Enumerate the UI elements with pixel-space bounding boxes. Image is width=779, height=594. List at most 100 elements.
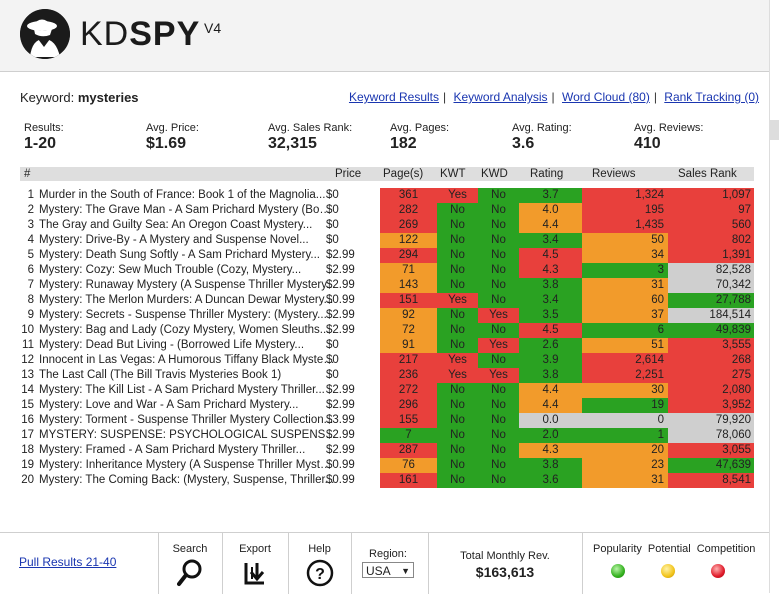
col-rating[interactable]: Rating <box>530 168 564 180</box>
stat-value: $1.69 <box>146 135 187 152</box>
table-row[interactable]: 10 Mystery: Bag and Lady (Cozy Mystery, W… <box>20 323 754 338</box>
table-row[interactable]: 14 Mystery: The Kill List - A Sam Prichar… <box>20 383 754 398</box>
rating-cell: 4.3 <box>519 263 582 278</box>
pages-cell: 282 <box>380 203 437 218</box>
book-title[interactable]: Mystery: Framed - A Sam Prichard Mystery… <box>39 444 306 456</box>
rating-cell: 0.0 <box>519 413 582 428</box>
kwt-cell: No <box>437 323 478 338</box>
book-title[interactable]: Mystery: The Coming Back: (Mystery, Susp… <box>39 474 335 486</box>
table-row[interactable]: 15 Mystery: Love and War - A Sam Prichard… <box>20 398 754 413</box>
sales-rank-cell: 1,097 <box>668 188 754 203</box>
book-title[interactable]: Mystery: Inheritance Mystery (A Suspense… <box>39 459 337 471</box>
book-title[interactable]: Mystery: Love and War - A Sam Prichard M… <box>39 399 299 411</box>
kwt-cell: No <box>437 278 478 293</box>
book-title[interactable]: Mystery: The Kill List - A Sam Prichard … <box>39 384 325 396</box>
table-row[interactable]: 9 Mystery: Secrets - Suspense Thriller My… <box>20 308 754 323</box>
scrollbar[interactable] <box>769 0 779 593</box>
book-title[interactable]: Mystery: The Merlon Murders: A Duncan De… <box>39 294 334 306</box>
keyword-value: mysteries <box>77 90 139 105</box>
table-row[interactable]: 11 Mystery: Dead But Living - (Borrowed L… <box>20 338 754 353</box>
book-price: $0 <box>326 204 339 216</box>
sales-rank-cell: 27,788 <box>668 293 754 308</box>
reviews-cell: 1 <box>582 428 668 443</box>
kwd-cell: No <box>478 398 519 413</box>
export-button[interactable]: Export <box>222 543 288 590</box>
chevron-down-icon: ▼ <box>401 566 410 576</box>
book-title[interactable]: Murder in the South of France: Book 1 of… <box>39 189 326 201</box>
table-row[interactable]: 18 Mystery: Framed - A Sam Prichard Myste… <box>20 443 754 458</box>
book-title[interactable]: Mystery: Runaway Mystery (A Suspense Thr… <box>39 279 336 291</box>
book-title[interactable]: Innocent in Las Vegas: A Humorous Tiffan… <box>39 354 337 366</box>
row-number: 19 <box>21 459 34 471</box>
book-price: $2.99 <box>326 384 355 396</box>
table-row[interactable]: 12 Innocent in Las Vegas: A Humorous Tiff… <box>20 353 754 368</box>
book-price: $2.99 <box>326 309 355 321</box>
col-number[interactable]: # <box>24 168 31 180</box>
table-row[interactable]: 13 The Last Call (The Bill Travis Mysteri… <box>20 368 754 383</box>
legend: Popularity Potential Competition <box>593 543 761 555</box>
book-title[interactable]: The Gray and Guilty Sea: An Oregon Coast… <box>39 219 313 231</box>
book-title[interactable]: Mystery: Drive-By - A Mystery and Suspen… <box>39 234 309 246</box>
table-row[interactable]: 17 MYSTERY: SUSPENSE: PSYCHOLOGICAL SUSPE… <box>20 428 754 443</box>
kwd-cell: No <box>478 218 519 233</box>
search-button[interactable]: Search <box>158 543 222 590</box>
reviews-cell: 2,614 <box>582 353 668 368</box>
rating-cell: 2.6 <box>519 338 582 353</box>
reviews-cell: 6 <box>582 323 668 338</box>
stat-label: Avg. Rating: <box>512 122 572 134</box>
sales-rank-cell: 3,555 <box>668 338 754 353</box>
col-reviews[interactable]: Reviews <box>592 168 636 180</box>
col-kwd[interactable]: KWD <box>481 168 508 180</box>
book-price: $0.99 <box>326 474 355 486</box>
book-title[interactable]: Mystery: Torment - Suspense Thriller Mys… <box>39 414 334 426</box>
table-row[interactable]: 16 Mystery: Torment - Suspense Thriller M… <box>20 413 754 428</box>
keyword-line: Keyword: mysteries <box>20 90 139 105</box>
kwd-cell: No <box>478 383 519 398</box>
table-row[interactable]: 2 Mystery: The Grave Man - A Sam Prichard… <box>20 203 754 218</box>
book-title[interactable]: MYSTERY: SUSPENSE: PSYCHOLOGICAL SUSPENS… <box>39 429 337 441</box>
table-row[interactable]: 7 Mystery: Runaway Mystery (A Suspense Th… <box>20 278 754 293</box>
table-row[interactable]: 20 Mystery: The Coming Back: (Mystery, Su… <box>20 473 754 488</box>
sales-rank-cell: 802 <box>668 233 754 248</box>
book-title[interactable]: Mystery: The Grave Man - A Sam Prichard … <box>39 204 337 216</box>
row-number: 15 <box>21 399 34 411</box>
table-row[interactable]: 3 The Gray and Guilty Sea: An Oregon Coas… <box>20 218 754 233</box>
link-word-cloud[interactable]: Word Cloud (80) <box>562 90 650 104</box>
col-pages[interactable]: Page(s) <box>383 168 424 180</box>
book-price: $2.99 <box>326 399 355 411</box>
row-number: 6 <box>27 264 34 276</box>
stat-label: Avg. Sales Rank: <box>268 122 353 134</box>
table-row[interactable]: 1 Murder in the South of France: Book 1 o… <box>20 188 754 203</box>
col-kwt[interactable]: KWT <box>440 168 466 180</box>
book-price: $2.99 <box>326 444 355 456</box>
col-sales-rank[interactable]: Sales Rank <box>678 168 737 180</box>
col-price[interactable]: Price <box>335 168 362 180</box>
sales-rank-cell: 184,514 <box>668 308 754 323</box>
book-title[interactable]: Mystery: Cozy: Sew Much Trouble (Cozy, M… <box>39 264 302 276</box>
book-title[interactable]: Mystery: Death Sung Softly - A Sam Prich… <box>39 249 320 261</box>
book-title[interactable]: Mystery: Dead But Living - (Borrowed Lif… <box>39 339 305 351</box>
help-button[interactable]: Help ? <box>288 543 351 590</box>
scrollbar-thumb[interactable] <box>770 120 779 140</box>
region-select[interactable]: USA ▼ <box>362 562 414 578</box>
table-row[interactable]: 19 Mystery: Inheritance Mystery (A Suspen… <box>20 458 754 473</box>
link-keyword-results[interactable]: Keyword Results <box>348 90 440 104</box>
link-keyword-analysis[interactable]: Keyword Analysis <box>453 90 548 104</box>
reviews-cell: 50 <box>582 233 668 248</box>
pages-cell: 72 <box>380 323 437 338</box>
book-title[interactable]: The Last Call (The Bill Travis Mysteries… <box>39 369 282 381</box>
table-row[interactable]: 4 Mystery: Drive-By - A Mystery and Suspe… <box>20 233 754 248</box>
legend-popularity: Popularity <box>593 543 642 555</box>
pull-results-link[interactable]: Pull Results 21-40 <box>19 555 117 569</box>
link-rank-tracking[interactable]: Rank Tracking (0) <box>664 90 759 104</box>
book-title[interactable]: Mystery: Secrets - Suspense Thriller Mys… <box>39 309 327 321</box>
book-title[interactable]: Mystery: Bag and Lady (Cozy Mystery, Wom… <box>39 324 330 336</box>
sales-rank-cell: 78,060 <box>668 428 754 443</box>
region-label: Region: <box>369 548 407 560</box>
table-row[interactable]: 5 Mystery: Death Sung Softly - A Sam Pric… <box>20 248 754 263</box>
reviews-cell: 195 <box>582 203 668 218</box>
table-row[interactable]: 6 Mystery: Cozy: Sew Much Trouble (Cozy, … <box>20 263 754 278</box>
table-row[interactable]: 8 Mystery: The Merlon Murders: A Duncan D… <box>20 293 754 308</box>
stat-value: 182 <box>390 135 417 152</box>
kwd-cell: No <box>478 233 519 248</box>
